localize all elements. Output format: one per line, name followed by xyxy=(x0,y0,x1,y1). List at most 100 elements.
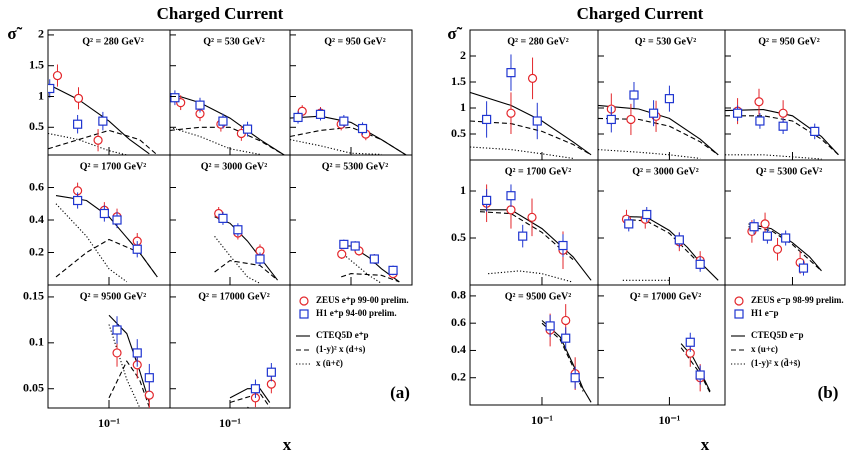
panel-label: Q² = 1700 GeV² xyxy=(80,161,146,172)
zeus-point xyxy=(626,114,636,125)
curve-dashed xyxy=(170,126,285,155)
h1-point xyxy=(369,254,379,264)
h1-point xyxy=(388,265,398,275)
zeus-point xyxy=(73,93,84,103)
y-tick-label: 0.8 xyxy=(451,288,466,302)
h1-point xyxy=(112,325,122,335)
curve-dashed xyxy=(290,126,407,155)
zeus-point xyxy=(506,205,516,215)
legend-label: (1-y)² x (d+s) xyxy=(316,344,365,354)
panel-frame xyxy=(169,284,291,409)
legend-label: x (u+c) xyxy=(751,344,778,354)
curve-total xyxy=(48,83,150,155)
panel-frame xyxy=(469,159,599,286)
panel xyxy=(229,363,276,408)
h1-point xyxy=(99,208,109,219)
panel-label: Q² = 1700 GeV² xyxy=(505,166,571,177)
h1-point xyxy=(624,219,634,229)
h1-point xyxy=(250,384,261,394)
h1-point xyxy=(532,116,542,126)
panel xyxy=(48,64,158,155)
legend-marker xyxy=(734,309,744,319)
h1-point xyxy=(695,370,705,380)
h1-point xyxy=(629,90,639,100)
h1-point xyxy=(685,337,695,347)
h1-point xyxy=(732,108,743,118)
h1-point xyxy=(233,225,243,235)
legend-label: ZEUS e⁻p 98-99 prelim. xyxy=(751,295,844,305)
legend-marker xyxy=(299,296,309,306)
h1-point xyxy=(642,209,652,220)
panel-frame xyxy=(47,29,171,156)
panel-label: Q² = 530 GeV² xyxy=(203,36,264,47)
h1-point xyxy=(755,116,765,126)
curve-dotted xyxy=(108,324,140,408)
y-tick-label: 0.5 xyxy=(451,230,466,244)
h1-point xyxy=(664,94,675,104)
panel-label: Q² = 5300 GeV² xyxy=(756,166,822,177)
panel xyxy=(747,212,822,276)
h1-point xyxy=(545,321,555,331)
h1-point xyxy=(255,254,265,264)
curve-total xyxy=(622,215,719,281)
panel-frame xyxy=(289,29,413,156)
panel xyxy=(541,304,592,403)
y-tick-label: 0.5 xyxy=(451,126,466,140)
legend-label: H1 e⁺p 94-00 prelim. xyxy=(316,308,397,318)
y-axis-label: σ̃ xyxy=(7,24,22,43)
curve-dashed xyxy=(725,115,839,156)
curve-dotted xyxy=(725,154,822,160)
curve-dotted xyxy=(470,146,574,159)
y-tick-label: 1 xyxy=(38,88,44,102)
panel xyxy=(598,82,719,159)
h1-point xyxy=(506,68,516,78)
panel xyxy=(214,207,278,284)
panel xyxy=(621,206,719,281)
panel xyxy=(170,90,285,155)
curve-dashed xyxy=(341,273,400,283)
h1-point xyxy=(518,231,528,241)
h1-point xyxy=(170,93,180,103)
panel-frame xyxy=(47,284,171,409)
x-axis-label: x xyxy=(283,435,292,454)
panel-label: Q² = 9500 GeV² xyxy=(505,291,571,302)
x-axis-label: x xyxy=(701,435,710,454)
curve-dotted xyxy=(55,203,128,283)
curve-dashed xyxy=(680,347,711,393)
figure-title: Charged Current xyxy=(157,4,284,23)
panel-label: Q² = 950 GeV² xyxy=(324,36,385,47)
panel-frame xyxy=(724,159,846,286)
legend-label: x (ū+c̄) xyxy=(316,358,343,368)
curve-dashed xyxy=(470,120,592,156)
curve-total xyxy=(470,91,592,156)
panel xyxy=(337,239,400,284)
h1-point xyxy=(506,191,516,201)
figure-tag: (b) xyxy=(818,383,839,402)
curve-dashed xyxy=(48,129,158,155)
y-tick-label: 0.2 xyxy=(451,369,466,383)
h1-point xyxy=(350,241,360,251)
h1-point xyxy=(482,195,492,206)
panel-frame xyxy=(289,154,413,286)
panel-frame xyxy=(469,29,599,161)
legend-marker xyxy=(299,309,309,319)
curve-dotted xyxy=(488,270,574,283)
y-tick-label: 1.5 xyxy=(29,57,44,71)
panel-label: Q² = 950 GeV² xyxy=(758,36,819,47)
h1-point xyxy=(357,123,368,134)
panel xyxy=(680,332,711,393)
panel xyxy=(108,314,154,408)
h1-point xyxy=(606,114,616,125)
y-tick-label: 0.4 xyxy=(451,342,466,356)
zeus-point xyxy=(144,390,154,400)
h1-point xyxy=(218,213,228,223)
panel-frame xyxy=(597,284,726,406)
x-tick-label: 10⁻¹ xyxy=(531,413,553,427)
panel-label: Q² = 3000 GeV² xyxy=(632,166,698,177)
h1-point xyxy=(144,373,154,383)
h1-point xyxy=(73,195,83,206)
zeus-point xyxy=(337,249,347,259)
panel-label: Q² = 9500 GeV² xyxy=(80,291,146,302)
panel-label: Q² = 5300 GeV² xyxy=(322,161,388,172)
